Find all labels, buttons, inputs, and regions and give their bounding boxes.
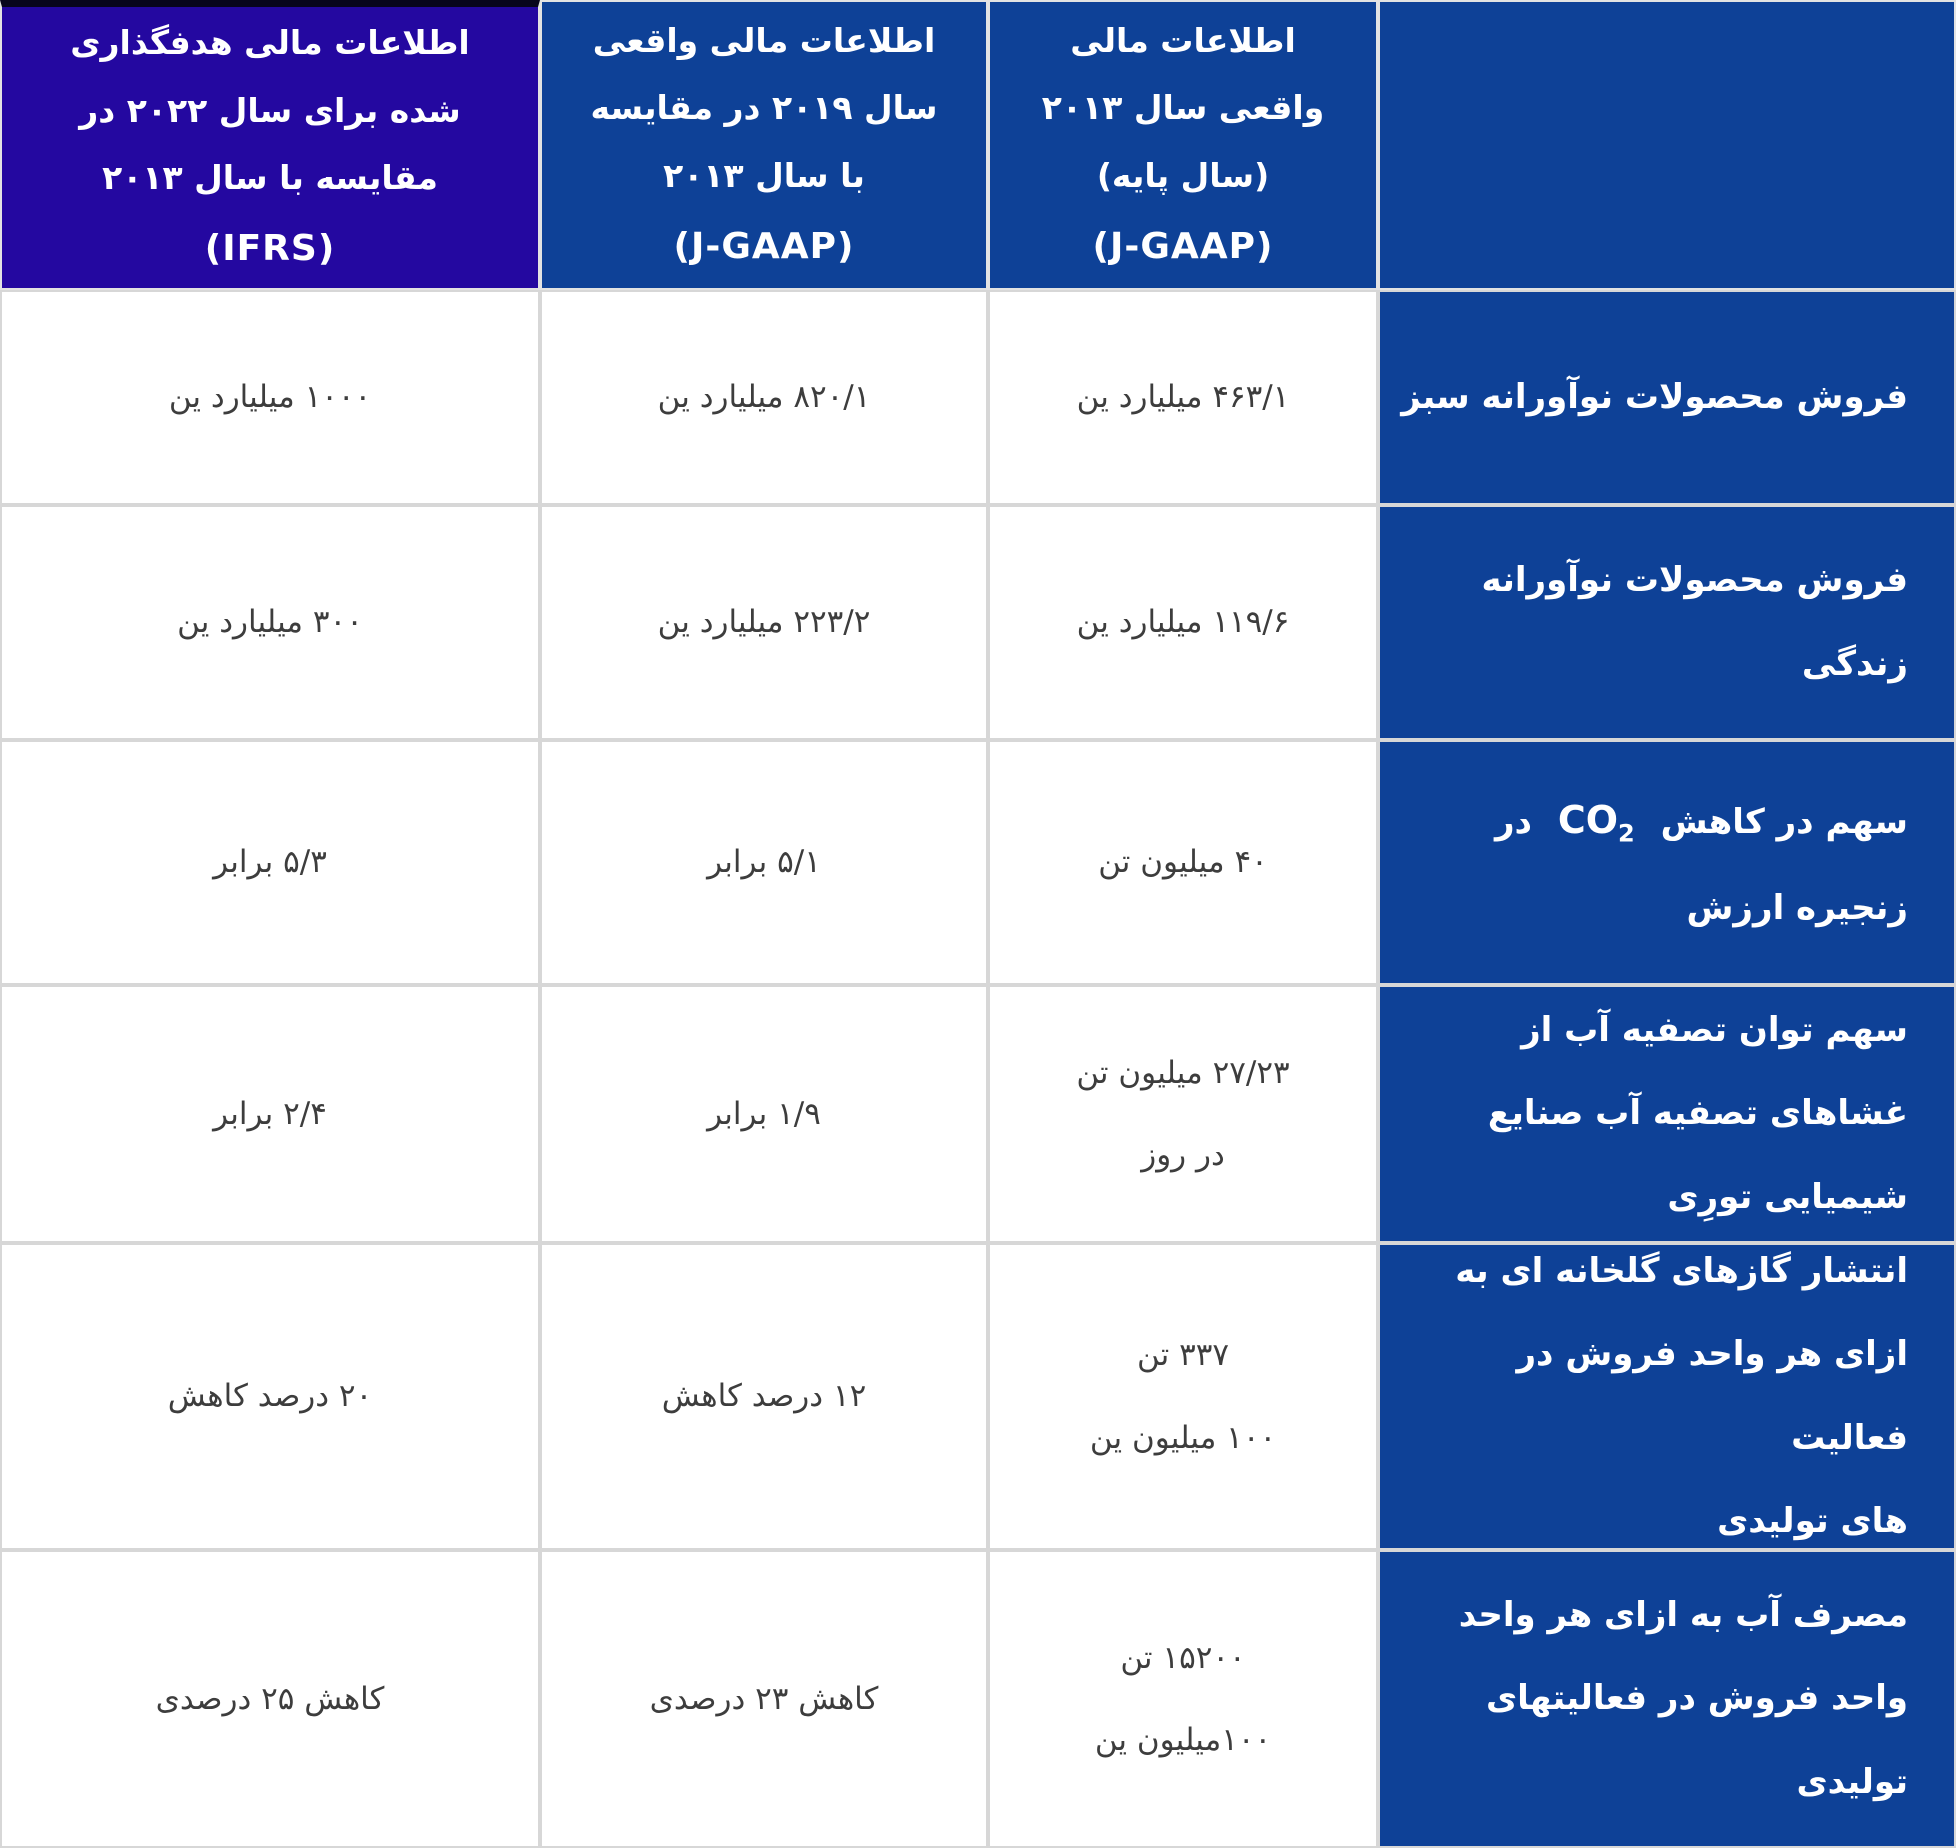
text-line: انتشار گازهای گلخانه ای به [1455, 1250, 1908, 1291]
header-line-accounting-standard: (J-GAAP) [1092, 225, 1274, 267]
header-line: اطلاعات مالی [1070, 20, 1296, 60]
cell-life-sales-actual-2019: ۲۲۳/۲ میلیارد ین [540, 505, 988, 740]
text-line: ۲/۴ برابر [213, 1095, 327, 1132]
header-line: مقایسه با سال ۲۰۱۳ [102, 158, 438, 198]
header-line-accounting-standard: (IFRS) [204, 228, 336, 270]
header-line: اطلاعات مالی واقعی [592, 20, 936, 60]
co2-symbol: CO [1557, 798, 1619, 843]
cell-green-sales-actual-2019: ۸۲۰/۱ میلیارد ین [540, 290, 988, 505]
row-label-ghg-emissions: انتشار گازهای گلخانه ای به ازای هر واحد … [1378, 1243, 1956, 1550]
header-line: با سال ۲۰۱۳ [663, 155, 865, 195]
text-line: ۱/۹ برابر [707, 1095, 821, 1132]
cell-life-sales-base-2013: ۱۱۹/۶ میلیارد ین [988, 505, 1378, 740]
cell-water-capacity-actual-2019: ۱/۹ برابر [540, 985, 988, 1243]
text-line: کاهش ۲۳ درصدی [649, 1680, 879, 1717]
row-label-co2-reduction: سهم در کاهش CO2 در زنجیره ارزش [1378, 740, 1956, 985]
cell-water-consumption-actual-2019: کاهش ۲۳ درصدی [540, 1550, 988, 1848]
text-line: ۵/۳ برابر [213, 844, 327, 881]
cell-co2-target-2022: ۵/۳ برابر [0, 740, 540, 985]
text-line: ۱۱۹/۶ میلیارد ین [1076, 604, 1290, 641]
text-line: فروش محصولات نوآورانه سبز [1401, 376, 1908, 417]
text-line: غشاهای تصفیه آب صنایع [1487, 1093, 1908, 1134]
cell-green-sales-base-2013: ۴۶۳/۱ میلیارد ین [988, 290, 1378, 505]
text-line: ازای هر واحد فروش در فعالیت [1516, 1334, 1908, 1458]
text-line: شیمیایی تورِی [1667, 1176, 1908, 1217]
text-line: ۱۰۰۰ میلیارد ین [168, 379, 372, 416]
cell-water-capacity-target-2022: ۲/۴ برابر [0, 985, 540, 1243]
row-label-water-treatment-capacity: سهم توان تصفیه آب از غشاهای تصفیه آب صنا… [1378, 985, 1956, 1243]
cell-ghg-actual-2019: ۱۲ درصد کاهش [540, 1243, 988, 1550]
cell-co2-base-2013: ۴۰ میلیون تن [988, 740, 1378, 985]
text-line: ۵/۱ برابر [707, 844, 821, 881]
text-line: ۳۰۰ میلیارد ین [177, 604, 363, 641]
text-line: ۲۷/۲۳ میلیون تن [1076, 1054, 1290, 1091]
text-line: در روز [1141, 1137, 1225, 1173]
text-line: مصرف آب به ازای هر واحد [1458, 1595, 1908, 1636]
text-line: تولیدی [1796, 1761, 1908, 1802]
cell-life-sales-target-2022: ۳۰۰ میلیارد ین [0, 505, 540, 740]
text-line: ۴۰ میلیون تن [1098, 844, 1268, 881]
header-line: واقعی سال ۲۰۱۳ [1041, 88, 1325, 128]
column-header-target-2022: اطلاعات مالی هدفگذاری شده برای سال ۲۰۲۲ … [0, 0, 540, 290]
text-line: ۳۳۷ تن [1136, 1337, 1230, 1374]
co2-subscript: 2 [1618, 819, 1635, 848]
column-header-actual-2019: اطلاعات مالی واقعی سال ۲۰۱۹ در مقایسه با… [540, 0, 988, 290]
text-line: ۱۰۰ میلیون ین [1089, 1419, 1277, 1456]
cell-ghg-base-2013: ۳۳۷ تن ۱۰۰ میلیون ین [988, 1243, 1378, 1550]
label-suffix: در [1494, 802, 1532, 843]
cell-water-consumption-target-2022: کاهش ۲۵ درصدی [0, 1550, 540, 1848]
cell-ghg-target-2022: ۲۰ درصد کاهش [0, 1243, 540, 1550]
text-line: ۸۲۰/۱ میلیارد ین [657, 379, 871, 416]
text-line: فروش محصولات نوآورانه [1481, 560, 1908, 601]
text-line: ۲۲۳/۲ میلیارد ین [657, 604, 871, 641]
text-line: زنجیره ارزش [1686, 888, 1909, 929]
row-label-green-innovation-sales: فروش محصولات نوآورانه سبز [1378, 290, 1956, 505]
cell-water-capacity-base-2013: ۲۷/۲۳ میلیون تن در روز [988, 985, 1378, 1243]
column-header-base-2013: اطلاعات مالی واقعی سال ۲۰۱۳ (سال پایه) (… [988, 0, 1378, 290]
header-line-accounting-standard: (J-GAAP) [673, 225, 855, 267]
text-line: ۲۰ درصد کاهش [167, 1378, 373, 1415]
row-label-life-innovation-sales: فروش محصولات نوآورانه زندگی [1378, 505, 1956, 740]
header-line: اطلاعات مالی هدفگذاری [70, 23, 470, 63]
text-line: های تولیدی [1717, 1500, 1908, 1541]
text-line-with-co2: سهم در کاهش CO2 در [1495, 774, 1908, 867]
cell-green-sales-target-2022: ۱۰۰۰ میلیارد ین [0, 290, 540, 505]
text-line: ۱۲ درصد کاهش [661, 1378, 867, 1415]
text-line: ۴۶۳/۱ میلیارد ین [1076, 379, 1290, 416]
header-line: شده برای سال ۲۰۲۲ در [79, 90, 461, 130]
header-line: (سال پایه) [1096, 155, 1270, 195]
row-label-water-consumption: مصرف آب به ازای هر واحد واحد فروش در فعا… [1378, 1550, 1956, 1848]
text-line: ۱۰۰میلیون ین [1094, 1722, 1272, 1758]
text-line: واحد فروش در فعالیتهای [1485, 1678, 1908, 1719]
text-line: زندگی [1801, 643, 1908, 684]
text-line: سهم توان تصفیه آب از [1521, 1010, 1908, 1051]
header-line: سال ۲۰۱۹ در مقایسه [590, 88, 938, 128]
label-prefix: سهم در کاهش [1660, 802, 1908, 843]
co2-formula: CO2 [1557, 798, 1635, 848]
text-line: ۱۵۲۰۰ تن [1120, 1639, 1246, 1676]
text-line: کاهش ۲۵ درصدی [155, 1680, 385, 1717]
header-row-label-blank [1378, 0, 1956, 290]
cell-water-consumption-base-2013: ۱۵۲۰۰ تن ۱۰۰میلیون ین [988, 1550, 1378, 1848]
cell-co2-actual-2019: ۵/۱ برابر [540, 740, 988, 985]
